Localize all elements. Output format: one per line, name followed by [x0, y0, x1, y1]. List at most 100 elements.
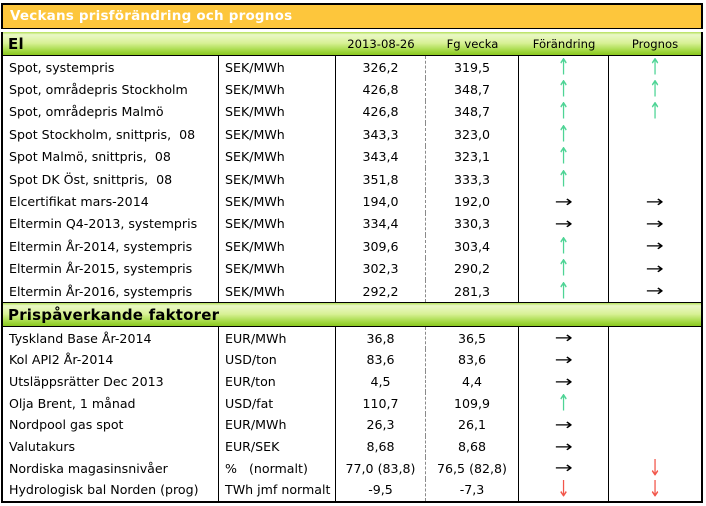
change-arrow-icon: →: [519, 327, 609, 349]
change-arrow-icon: →: [519, 348, 609, 371]
forecast-arrow-icon: ↓: [609, 457, 701, 479]
row-label: Spot, områdepris Stockholm: [3, 78, 219, 101]
change-arrow-icon: ↑: [519, 123, 609, 146]
down-arrow-icon: ↓: [557, 479, 570, 501]
up-arrow-icon: ↑: [557, 56, 570, 79]
down-arrow-icon: ↓: [648, 479, 662, 501]
row-previous-value: 323,1: [426, 145, 519, 168]
row-unit: SEK/MWh: [219, 235, 336, 258]
row-current-value: 26,3: [336, 414, 426, 436]
row-previous-value: 192,0: [426, 190, 519, 213]
up-arrow-icon: ↑: [648, 100, 662, 124]
down-arrow-icon: ↓: [648, 457, 662, 480]
table-row: Nordiska magasinsnivåer % (normalt) 77,0…: [3, 457, 701, 480]
table-row: Spot, områdepris Stockholm SEK/MWh 426,8…: [3, 78, 701, 101]
row-unit: SEK/MWh: [219, 279, 336, 303]
row-label: Elcertifikat mars-2014: [3, 190, 219, 213]
row-label: Eltermin År-2016, systempris: [3, 279, 219, 303]
table-row: Eltermin Q4-2013, systempris SEK/MWh 334…: [3, 212, 701, 236]
table-row: Spot, områdepris Malmö SEK/MWh 426,8 348…: [3, 100, 701, 124]
section-el-rows: Spot, systempris SEK/MWh 326,2 319,5 ↑ ↑…: [3, 56, 701, 303]
row-current-value: 426,8: [336, 78, 426, 101]
row-unit: EUR/SEK: [219, 435, 336, 458]
table-row: Utsläppsrätter Dec 2013 EUR/ton 4,5 4,4 …: [3, 370, 701, 393]
forecast-arrow-icon: →: [609, 280, 701, 302]
change-arrow-icon: ↑: [519, 392, 609, 415]
row-unit: EUR/MWh: [219, 414, 336, 436]
row-current-value: 292,2: [336, 279, 426, 303]
row-previous-value: 290,2: [426, 257, 519, 280]
row-label: Olja Brent, 1 månad: [3, 392, 219, 415]
row-current-value: 326,2: [336, 56, 426, 79]
forecast-arrow-icon: [609, 327, 701, 349]
up-arrow-icon: ↑: [557, 123, 570, 146]
right-arrow-icon: →: [645, 258, 665, 278]
section-header-empty: [219, 32, 336, 55]
right-arrow-icon: →: [554, 436, 573, 456]
forecast-arrow-icon: [609, 123, 701, 145]
row-current-value: -9,5: [336, 479, 426, 501]
row-previous-value: 348,7: [426, 78, 519, 101]
section-header-factors: Prispåverkande faktorer: [3, 302, 701, 328]
row-unit: USD/ton: [219, 348, 336, 371]
forecast-arrow-icon: [609, 392, 701, 414]
forecast-arrow-icon: [609, 349, 701, 371]
table-row: Kol API2 År-2014 USD/ton 83,6 83,6 →: [3, 348, 701, 371]
row-previous-value: 26,1: [426, 414, 519, 436]
row-current-value: 334,4: [336, 212, 426, 236]
table-row: Spot DK Öst, snittpris, 08 SEK/MWh 351,8…: [3, 167, 701, 191]
row-unit: USD/fat: [219, 392, 336, 415]
row-label: Spot, systempris: [3, 56, 219, 79]
change-arrow-icon: →: [519, 457, 609, 480]
row-label: Nordpool gas spot: [3, 414, 219, 436]
table-row: Spot, systempris SEK/MWh 326,2 319,5 ↑ ↑: [3, 56, 701, 79]
change-arrow-icon: →: [519, 190, 609, 213]
change-arrow-icon: ↑: [519, 279, 609, 303]
row-unit: SEK/MWh: [219, 145, 336, 168]
right-arrow-icon: →: [554, 414, 573, 434]
forecast-arrow-icon: [609, 146, 701, 168]
column-header-date: 2013-08-26: [347, 36, 415, 51]
row-previous-value: 333,3: [426, 167, 519, 191]
row-current-value: 4,5: [336, 370, 426, 393]
row-label: Eltermin År-2015, systempris: [3, 257, 219, 280]
right-arrow-icon: →: [645, 236, 665, 256]
forecast-arrow-icon: [609, 168, 701, 190]
row-unit: SEK/MWh: [219, 78, 336, 101]
row-unit: SEK/MWh: [219, 257, 336, 280]
change-arrow-icon: →: [519, 212, 609, 236]
row-label: Nordiska magasinsnivåer: [3, 457, 219, 480]
forecast-arrow-icon: [609, 436, 701, 458]
row-current-value: 8,68: [336, 435, 426, 458]
forecast-arrow-icon: ↑: [609, 56, 701, 78]
row-label: Kol API2 År-2014: [3, 348, 219, 371]
row-label: Spot DK Öst, snittpris, 08: [3, 167, 219, 191]
row-previous-value: 330,3: [426, 212, 519, 236]
table-row: Valutakurs EUR/SEK 8,68 8,68 →: [3, 435, 701, 458]
forecast-arrow-icon: ↑: [609, 78, 701, 100]
right-arrow-icon: →: [554, 458, 573, 478]
up-arrow-icon: ↑: [557, 100, 570, 124]
right-arrow-icon: →: [554, 191, 573, 211]
row-previous-value: 323,0: [426, 123, 519, 146]
row-label: Hydrologisk bal Norden (prog): [3, 479, 219, 501]
table-row: Eltermin År-2015, systempris SEK/MWh 302…: [3, 257, 701, 280]
table-row: Eltermin År-2016, systempris SEK/MWh 292…: [3, 279, 701, 303]
right-arrow-icon: →: [554, 371, 573, 391]
price-report-table: Veckans prisförändring och prognos El 20…: [1, 3, 703, 503]
column-header-change: Förändring: [532, 36, 596, 51]
right-arrow-icon: →: [554, 213, 573, 233]
row-previous-value: 109,9: [426, 392, 519, 415]
row-current-value: 343,3: [336, 123, 426, 146]
table-row: Elcertifikat mars-2014 SEK/MWh 194,0 192…: [3, 190, 701, 213]
row-current-value: 426,8: [336, 100, 426, 124]
change-arrow-icon: ↑: [519, 167, 609, 191]
row-previous-value: 319,5: [426, 56, 519, 79]
row-previous-value: 281,3: [426, 279, 519, 303]
change-arrow-icon: ↑: [519, 257, 609, 280]
row-current-value: 36,8: [336, 327, 426, 349]
table-row: Olja Brent, 1 månad USD/fat 110,7 109,9 …: [3, 392, 701, 415]
table-row: Spot Malmö, snittpris, 08 SEK/MWh 343,4 …: [3, 145, 701, 168]
up-arrow-icon: ↑: [557, 257, 570, 280]
up-arrow-icon: ↑: [557, 78, 570, 101]
